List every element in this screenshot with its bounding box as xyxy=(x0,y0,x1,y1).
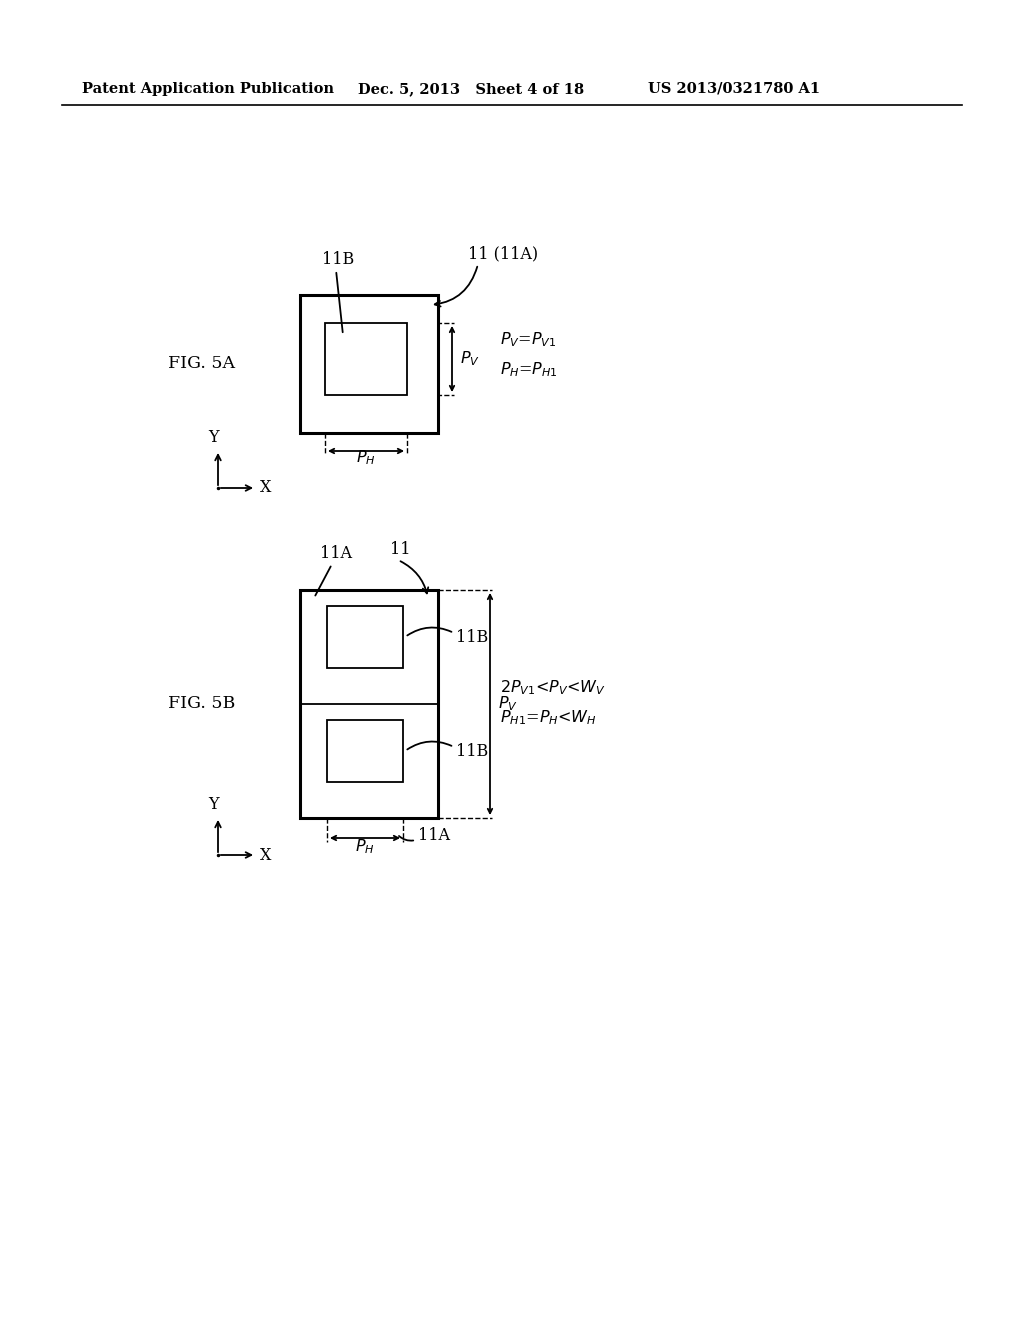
Text: 11A: 11A xyxy=(319,545,352,562)
Text: $P_V$: $P_V$ xyxy=(498,694,518,713)
Text: Patent Application Publication: Patent Application Publication xyxy=(82,82,334,96)
Text: X: X xyxy=(260,846,271,863)
Text: $P_H$: $P_H$ xyxy=(356,449,376,467)
Bar xyxy=(325,323,407,395)
Text: $P_{H1}$=$P_H$<$W_H$: $P_{H1}$=$P_H$<$W_H$ xyxy=(500,708,597,727)
Text: FIG. 5B: FIG. 5B xyxy=(168,696,236,713)
Text: Dec. 5, 2013   Sheet 4 of 18: Dec. 5, 2013 Sheet 4 of 18 xyxy=(358,82,584,96)
Text: US 2013/0321780 A1: US 2013/0321780 A1 xyxy=(648,82,820,96)
Text: $P_H$: $P_H$ xyxy=(355,837,375,855)
Text: FIG. 5A: FIG. 5A xyxy=(168,355,234,372)
Text: $P_V$=$P_{V1}$: $P_V$=$P_{V1}$ xyxy=(500,330,556,348)
Text: 11A: 11A xyxy=(418,828,450,845)
Text: Y: Y xyxy=(209,429,219,446)
Text: Y: Y xyxy=(209,796,219,813)
Text: $P_V$: $P_V$ xyxy=(460,350,480,368)
Text: 11B: 11B xyxy=(456,742,488,759)
Text: 11 (11A): 11 (11A) xyxy=(468,246,539,261)
Bar xyxy=(327,606,403,668)
Bar xyxy=(327,719,403,781)
Text: 11: 11 xyxy=(390,541,411,558)
Text: 11B: 11B xyxy=(456,628,488,645)
Bar xyxy=(300,294,438,433)
Text: 11B: 11B xyxy=(322,251,354,268)
Text: $P_H$=$P_{H1}$: $P_H$=$P_{H1}$ xyxy=(500,360,558,379)
Text: $2P_{V1}$<$P_V$<$W_V$: $2P_{V1}$<$P_V$<$W_V$ xyxy=(500,678,606,697)
Bar xyxy=(300,590,438,818)
Text: X: X xyxy=(260,479,271,496)
